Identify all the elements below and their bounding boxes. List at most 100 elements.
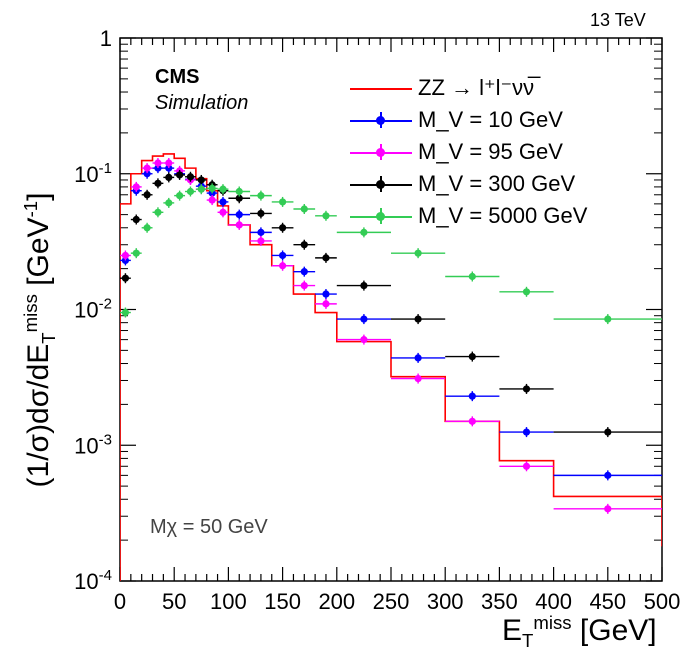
energy-label: 13 TeV: [590, 10, 646, 30]
experiment-label: CMS: [155, 66, 200, 88]
data-point: [235, 211, 243, 219]
legend-marker: [376, 116, 385, 125]
data-point: [360, 315, 368, 323]
y-tick-label: 10-1: [74, 160, 112, 187]
data-point: [121, 308, 130, 317]
data-point: [208, 184, 216, 192]
data-point: [219, 198, 227, 206]
data-point: [197, 176, 205, 184]
data-point: [132, 215, 140, 224]
data-point: [165, 159, 173, 167]
data-point: [604, 505, 612, 513]
data-point: [300, 281, 308, 290]
legend-label: M_V = 10 GeV: [418, 107, 563, 132]
data-point: [143, 164, 151, 172]
data-point: [176, 192, 184, 200]
x-tick-label: 400: [535, 589, 572, 614]
x-tick-label: 0: [114, 589, 126, 614]
data-point: [522, 288, 531, 296]
data-point: [257, 209, 265, 218]
data-point: [186, 173, 195, 181]
data-point: [360, 281, 368, 290]
data-point: [235, 187, 243, 196]
data-point: [257, 192, 265, 200]
x-tick-label: 50: [162, 589, 186, 614]
data-point: [143, 170, 151, 178]
x-tick-label: 350: [481, 589, 518, 614]
data-point: [322, 212, 330, 220]
data-point: [154, 208, 162, 216]
data-point: [300, 268, 308, 276]
legend-label: M_V = 95 GeV: [418, 139, 563, 164]
data-point: [165, 164, 173, 172]
data-point: [414, 249, 422, 257]
data-point: [165, 173, 173, 181]
simulation-label: Simulation: [155, 92, 249, 114]
data-point: [279, 251, 287, 260]
data-point: [235, 194, 243, 202]
y-tick-label: 10-4: [74, 567, 112, 594]
data-point: [604, 315, 612, 323]
x-tick-label: 450: [589, 589, 626, 614]
x-axis-label: ETmiss [GeV]: [502, 612, 657, 651]
data-point: [165, 199, 173, 207]
y-tick-label: 10-3: [74, 431, 112, 458]
y-tick-label: 1: [100, 26, 112, 51]
data-point: [132, 183, 140, 191]
data-point: [219, 185, 227, 193]
data-point: [208, 196, 216, 204]
data-point: [604, 471, 612, 479]
data-point: [468, 392, 476, 400]
legend-marker: [376, 180, 385, 189]
data-point: [522, 385, 531, 393]
legend-label: M_V = 5000 GeV: [418, 203, 588, 228]
data-point: [414, 354, 422, 362]
data-point: [235, 221, 243, 229]
x-tick-label: 200: [318, 589, 355, 614]
legend-marker: [376, 212, 385, 221]
data-point: [154, 164, 162, 172]
data-point: [322, 254, 330, 262]
data-point: [279, 198, 287, 206]
data-point: [257, 228, 265, 236]
legend-label: M_V = 300 GeV: [418, 171, 576, 196]
x-tick-label: 500: [644, 589, 681, 614]
data-point: [322, 290, 330, 298]
histogram-series: [120, 153, 662, 581]
legend-label: ZZ → l⁺l⁻νν̅: [418, 75, 535, 100]
x-tick-label: 300: [427, 589, 464, 614]
data-point: [414, 374, 422, 383]
data-point: [300, 241, 308, 249]
data-point: [604, 428, 612, 436]
data-layer: [120, 153, 662, 581]
y-tick-label: 10-2: [74, 296, 112, 323]
data-point: [132, 249, 140, 257]
data-point: [279, 262, 287, 270]
data-point: [154, 179, 162, 187]
data-point: [300, 205, 308, 213]
y-axis-label-wrap: (1/σ)dσ/dETmiss [GeV-1]: [10, 40, 70, 600]
x-tick-label: 100: [210, 589, 247, 614]
data-point: [219, 208, 227, 216]
tick-labels: 0 50 100 150 200 250 300 350 400 450 500 1 10-1 10-2 1…: [74, 26, 680, 614]
data-point: [176, 171, 184, 179]
x-tick-label: 150: [264, 589, 301, 614]
data-point: [522, 462, 531, 470]
mchi-annotation: Mχ = 50 GeV: [150, 516, 268, 538]
data-point: [143, 224, 151, 232]
data-point: [121, 251, 130, 260]
data-point: [186, 187, 195, 196]
data-point: [154, 159, 162, 167]
data-point: [197, 185, 205, 193]
legend-line: [350, 88, 412, 90]
data-point: [360, 336, 368, 344]
data-point: [522, 428, 531, 436]
data-point: [468, 417, 476, 425]
data-point: [322, 300, 330, 308]
data-point: [414, 315, 422, 323]
data-point: [360, 228, 368, 236]
data-point: [279, 224, 287, 232]
y-axis-label: (1/σ)dσ/dETmiss [GeV-1]: [20, 192, 59, 488]
x-tick-label: 250: [373, 589, 410, 614]
